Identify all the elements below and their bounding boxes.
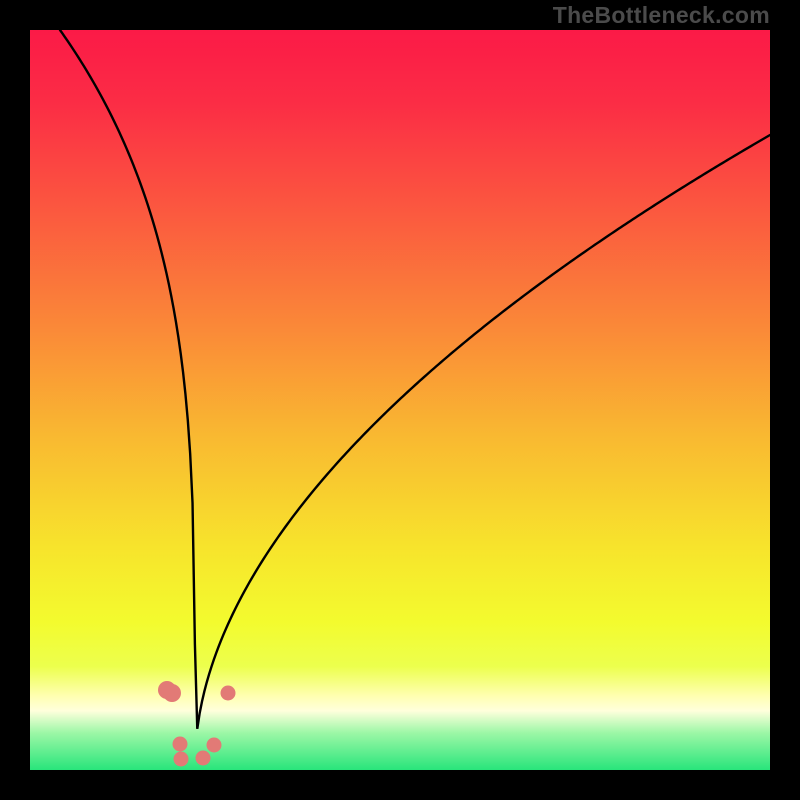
chart-container: TheBottleneck.com [0,0,800,800]
marker-dot [221,686,236,701]
bottleneck-curve-chart [0,0,800,800]
marker-dot [196,751,211,766]
marker-dot [163,684,181,702]
marker-dot [174,752,189,767]
marker-dot [207,738,222,753]
watermark-text: TheBottleneck.com [553,2,770,29]
marker-dot [173,737,188,752]
